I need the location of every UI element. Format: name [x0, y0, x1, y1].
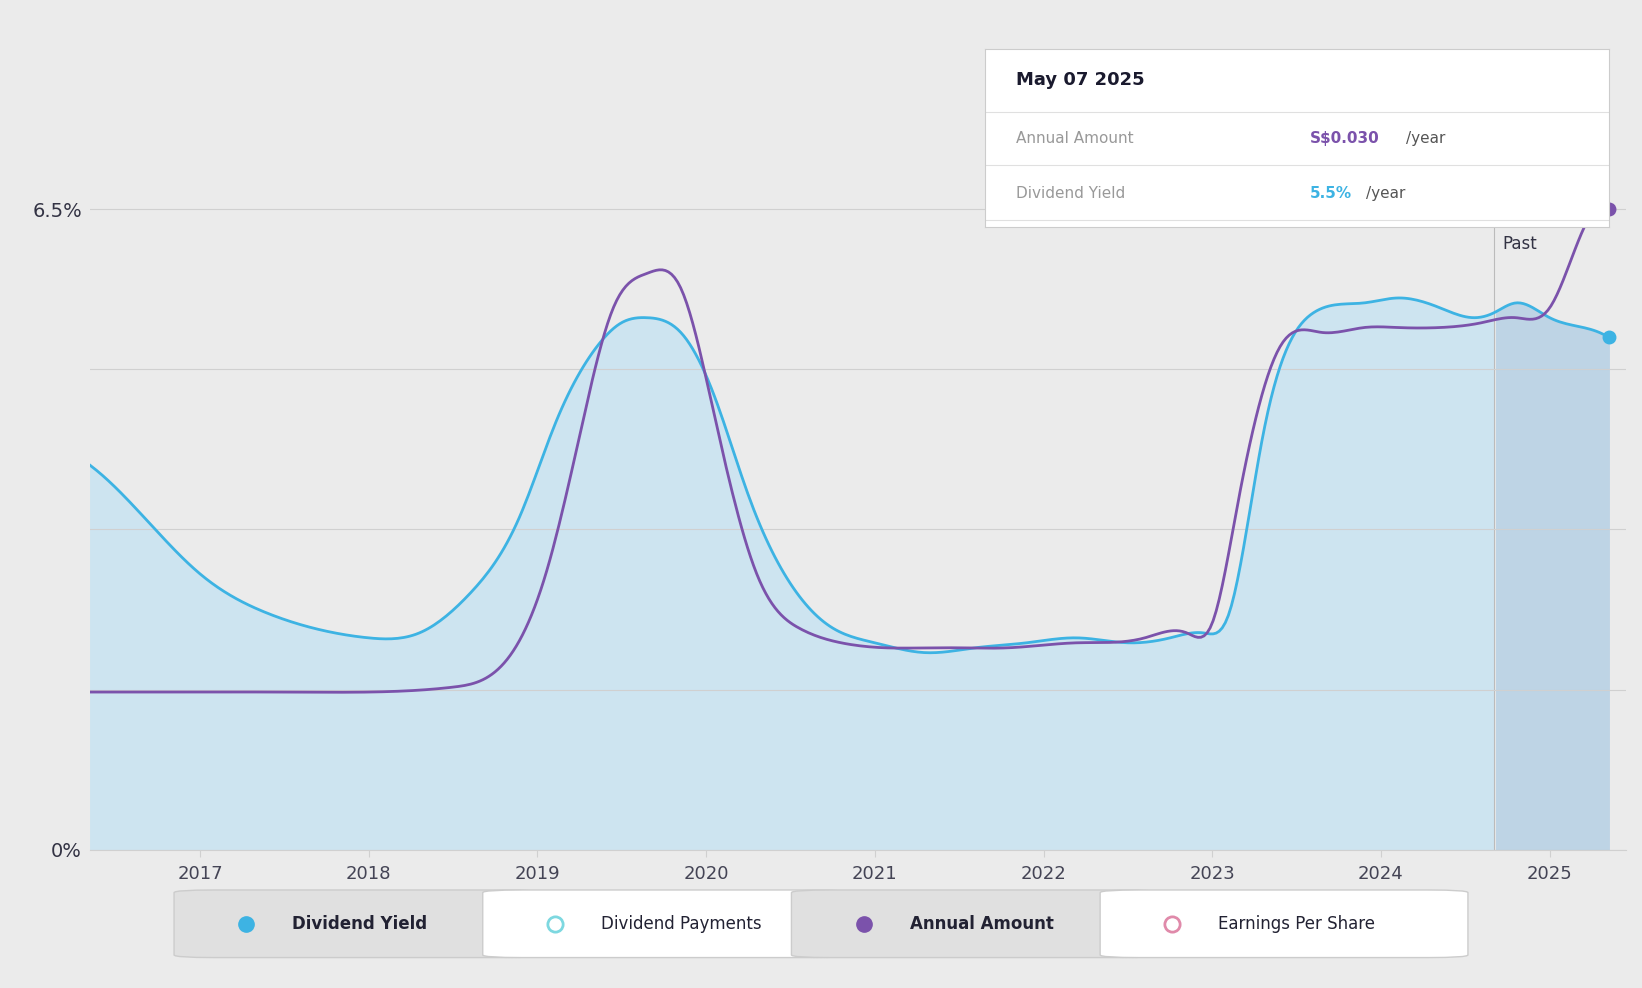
- FancyBboxPatch shape: [174, 890, 542, 957]
- Text: Dividend Yield: Dividend Yield: [292, 915, 427, 933]
- Text: S$0.030: S$0.030: [1310, 130, 1379, 146]
- Text: Past: Past: [1502, 235, 1537, 253]
- Text: /year: /year: [1366, 186, 1406, 201]
- FancyBboxPatch shape: [483, 890, 851, 957]
- FancyBboxPatch shape: [791, 890, 1159, 957]
- Text: Annual Amount: Annual Amount: [1016, 130, 1135, 146]
- Text: May 07 2025: May 07 2025: [1016, 71, 1144, 89]
- Text: Dividend Yield: Dividend Yield: [1016, 186, 1126, 201]
- Text: Dividend Payments: Dividend Payments: [601, 915, 762, 933]
- Text: Annual Amount: Annual Amount: [910, 915, 1054, 933]
- Text: /year: /year: [1406, 130, 1445, 146]
- FancyBboxPatch shape: [1100, 890, 1468, 957]
- Text: Earnings Per Share: Earnings Per Share: [1218, 915, 1376, 933]
- Text: 5.5%: 5.5%: [1310, 186, 1351, 201]
